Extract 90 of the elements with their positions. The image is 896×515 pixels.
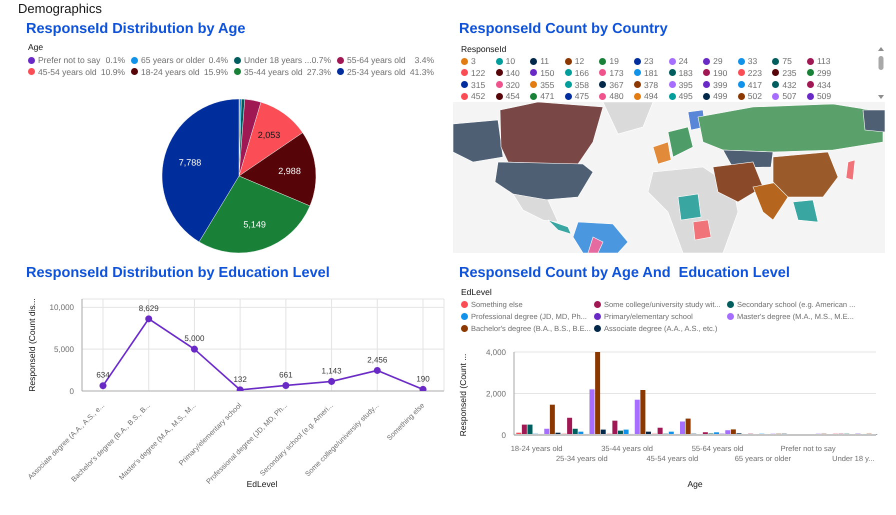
- category-label: 417: [748, 80, 762, 90]
- text: 10.9%: [100, 66, 125, 76]
- y-tick-label: 2,000: [486, 389, 507, 398]
- category-label: 471: [540, 91, 554, 102]
- text: 0.4%: [208, 55, 228, 65]
- data-label: 5,149: [243, 219, 266, 230]
- category-label: 173: [609, 68, 624, 78]
- category-label: 10: [506, 56, 516, 66]
- legend-label: 55-64 years old: [347, 55, 407, 65]
- data-label: 8,629: [138, 304, 160, 313]
- category-label: 19: [609, 56, 619, 66]
- legend-label: 65 years or older: [141, 55, 206, 65]
- category-label: 122: [471, 68, 486, 78]
- y-tick-label: 5,000: [54, 345, 75, 354]
- category-label: 480: [609, 91, 624, 102]
- category-label: 367: [609, 80, 624, 90]
- category-label: 499: [713, 91, 728, 102]
- category-label: 181: [644, 68, 658, 78]
- category-label: 183: [678, 68, 693, 78]
- legend-label: Prefer not to say: [38, 55, 102, 65]
- data-label: 190: [416, 374, 430, 384]
- category-label: 3: [471, 56, 476, 66]
- legend-label: 18-24 years old: [141, 66, 201, 76]
- text: ResponseId Count by Country: [459, 21, 668, 37]
- category-label: 494: [644, 91, 658, 102]
- category-label: 223: [748, 68, 762, 78]
- category-label: 235: [782, 68, 797, 78]
- data-label: 1,143: [322, 366, 342, 376]
- data-label: 132: [233, 374, 248, 384]
- category-label: 12: [574, 56, 584, 66]
- y-axis-title: ResponseId (Count dis...: [27, 298, 37, 392]
- category-label: 509: [816, 91, 832, 102]
- data-label: 2,053: [258, 130, 280, 140]
- text: 41.3%: [410, 66, 434, 76]
- data-label: 634: [96, 370, 110, 380]
- category-label: 452: [471, 91, 486, 102]
- y-tick-label: 0: [70, 386, 75, 396]
- category-label: 29: [713, 56, 723, 66]
- category-label: 475: [574, 91, 589, 102]
- category-label: 355: [540, 80, 554, 90]
- data-label: 7,788: [178, 157, 202, 168]
- category-label: 454: [506, 91, 520, 102]
- data-label: 5,000: [184, 334, 205, 344]
- category-label: 378: [644, 80, 658, 90]
- x-axis-title: EdLevel: [246, 479, 278, 489]
- data-label: 661: [279, 370, 294, 380]
- category-label: 399: [713, 80, 728, 90]
- legend-label: Under 18 years ...: [244, 55, 312, 65]
- legend-label: 25-34 years old: [347, 66, 407, 76]
- legend-label: 35-44 years old: [244, 66, 304, 76]
- text: 27.3%: [306, 66, 331, 76]
- category-label: 395: [678, 80, 693, 90]
- text: Demographics: [18, 1, 102, 16]
- y-tick-label: 4,000: [486, 348, 507, 357]
- y-axis-title: ResponseId (Count ...: [458, 354, 468, 436]
- category-label: 75: [782, 56, 792, 66]
- text: 15.9%: [204, 66, 228, 76]
- legend-label: 45-54 years old: [38, 66, 98, 76]
- text: 0.7%: [312, 55, 331, 65]
- y-tick-label: 0: [502, 430, 507, 440]
- category-label: 299: [816, 68, 832, 78]
- category-label: 507: [782, 91, 797, 102]
- chart-title: ResponseId Distribution by Education Level: [26, 265, 330, 281]
- category-label: 320: [506, 80, 520, 90]
- category-label: 23: [644, 56, 654, 66]
- category-label: 140: [506, 68, 520, 78]
- category-label: 434: [816, 80, 832, 90]
- category-label: 190: [713, 68, 728, 78]
- text: 0.1%: [106, 55, 125, 65]
- category-label: 11: [540, 56, 550, 66]
- chart-title: ResponseId Distribution by Age: [26, 21, 246, 37]
- chart-title: ResponseId Count by Age And Education Level: [459, 265, 790, 281]
- category-label: 315: [471, 80, 486, 90]
- category-label: 502: [748, 91, 762, 102]
- x-axis-title: Age: [687, 479, 703, 489]
- data-label: 2,988: [278, 166, 301, 176]
- category-label: 495: [678, 91, 693, 102]
- category-label: 432: [782, 80, 797, 90]
- text: 3.4%: [414, 55, 434, 65]
- legend-title: EdLevel: [461, 287, 493, 297]
- y-tick-label: 10,000: [50, 303, 75, 312]
- category-label: 113: [816, 56, 830, 66]
- category-label: 166: [574, 68, 589, 78]
- legend-title: Age: [28, 42, 44, 52]
- category-label: 33: [748, 56, 758, 66]
- data-label: 2,456: [367, 355, 388, 364]
- category-label: 24: [678, 56, 688, 66]
- legend-title: ResponseId: [461, 44, 508, 54]
- category-label: 358: [574, 80, 589, 90]
- category-label: 150: [540, 68, 554, 78]
